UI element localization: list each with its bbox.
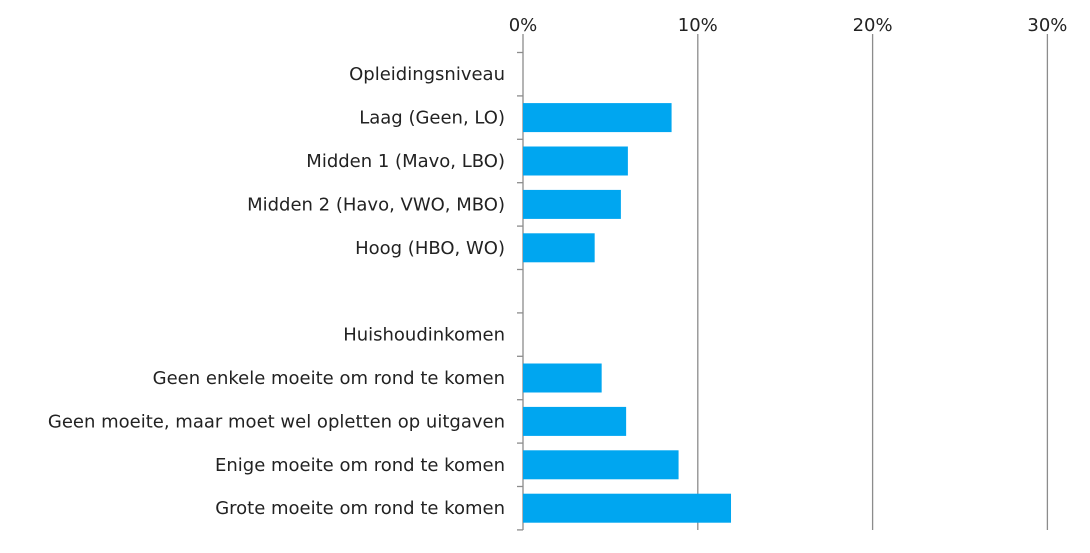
x-tick-labels: 0% 10% 20% 30%: [509, 15, 1068, 36]
category-label: Laag (Geen, LO): [359, 108, 505, 129]
bar: [523, 406, 627, 436]
bar: [523, 233, 595, 263]
bar: [523, 146, 628, 176]
gridlines: [522, 34, 1049, 530]
bar: [523, 103, 672, 133]
bar: [523, 493, 732, 523]
category-label: Hoog (HBO, WO): [355, 238, 505, 259]
x-tick-label: 0%: [509, 15, 538, 36]
category-axis: [517, 38, 524, 531]
category-label: Geen moeite, maar moet wel opletten op u…: [48, 411, 505, 432]
x-tick-label: 20%: [853, 15, 893, 36]
bar: [523, 450, 679, 480]
x-tick-label: 30%: [1027, 15, 1067, 36]
category-label: Midden 2 (Havo, VWO, MBO): [247, 194, 505, 215]
bars: [523, 103, 732, 523]
category-label: Enige moeite om rond te komen: [215, 455, 505, 476]
category-label: Huishoudinkomen: [343, 325, 505, 346]
bar: [523, 189, 621, 219]
x-tick-label: 10%: [678, 15, 718, 36]
bar: [523, 363, 602, 393]
category-label: Grote moeite om rond te komen: [215, 498, 505, 519]
category-label: Midden 1 (Mavo, LBO): [306, 151, 505, 172]
category-label: Geen enkele moeite om rond te komen: [153, 368, 505, 389]
category-labels: Opleidingsniveau Laag (Geen, LO) Midden 1 …: [48, 64, 505, 519]
category-label: Opleidingsniveau: [349, 64, 505, 85]
